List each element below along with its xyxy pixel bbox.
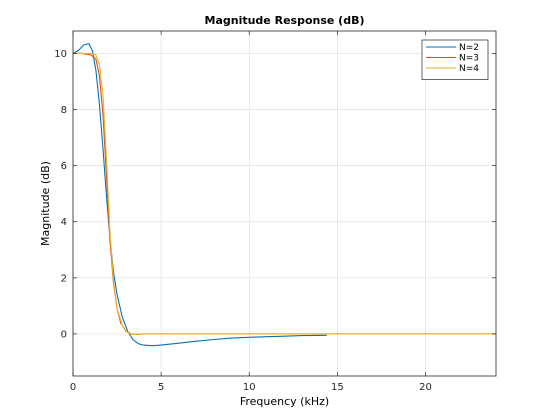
legend-entry: N=3 [459, 54, 479, 64]
legend: N=2N=3N=4 [421, 39, 489, 80]
y-axis-label: Magnitude (dB) [39, 161, 52, 246]
legend-entry: N=4 [459, 64, 479, 74]
x-axis-label: Frequency (kHz) [240, 395, 329, 408]
y-tick-label: 4 [61, 217, 67, 228]
plot-area [73, 31, 496, 376]
y-tick-label: 10 [54, 49, 67, 60]
series-line-1 [72, 43, 327, 347]
y-tick-label: 0 [61, 329, 67, 340]
ticks [72, 31, 496, 376]
x-tick-label: 0 [70, 382, 76, 393]
legend-entry: N=2 [459, 43, 479, 53]
y-tick-label: 2 [61, 273, 67, 284]
series-lines [72, 43, 496, 347]
x-tick-labels: 0 5 10 15 20 [70, 382, 432, 393]
y-tick-label: 6 [61, 161, 67, 172]
x-tick-label: 5 [158, 382, 164, 393]
y-tick-label: 8 [61, 105, 67, 116]
y-tick-labels: 0 2 4 6 8 10 [54, 49, 67, 340]
x-tick-label: 10 [243, 382, 256, 393]
series-line-3 [73, 52, 496, 336]
chart-title: Magnitude Response (dB) [205, 14, 365, 27]
plot-frame [72, 30, 497, 377]
x-tick-label: 15 [331, 382, 344, 393]
x-tick-label: 20 [419, 382, 432, 393]
